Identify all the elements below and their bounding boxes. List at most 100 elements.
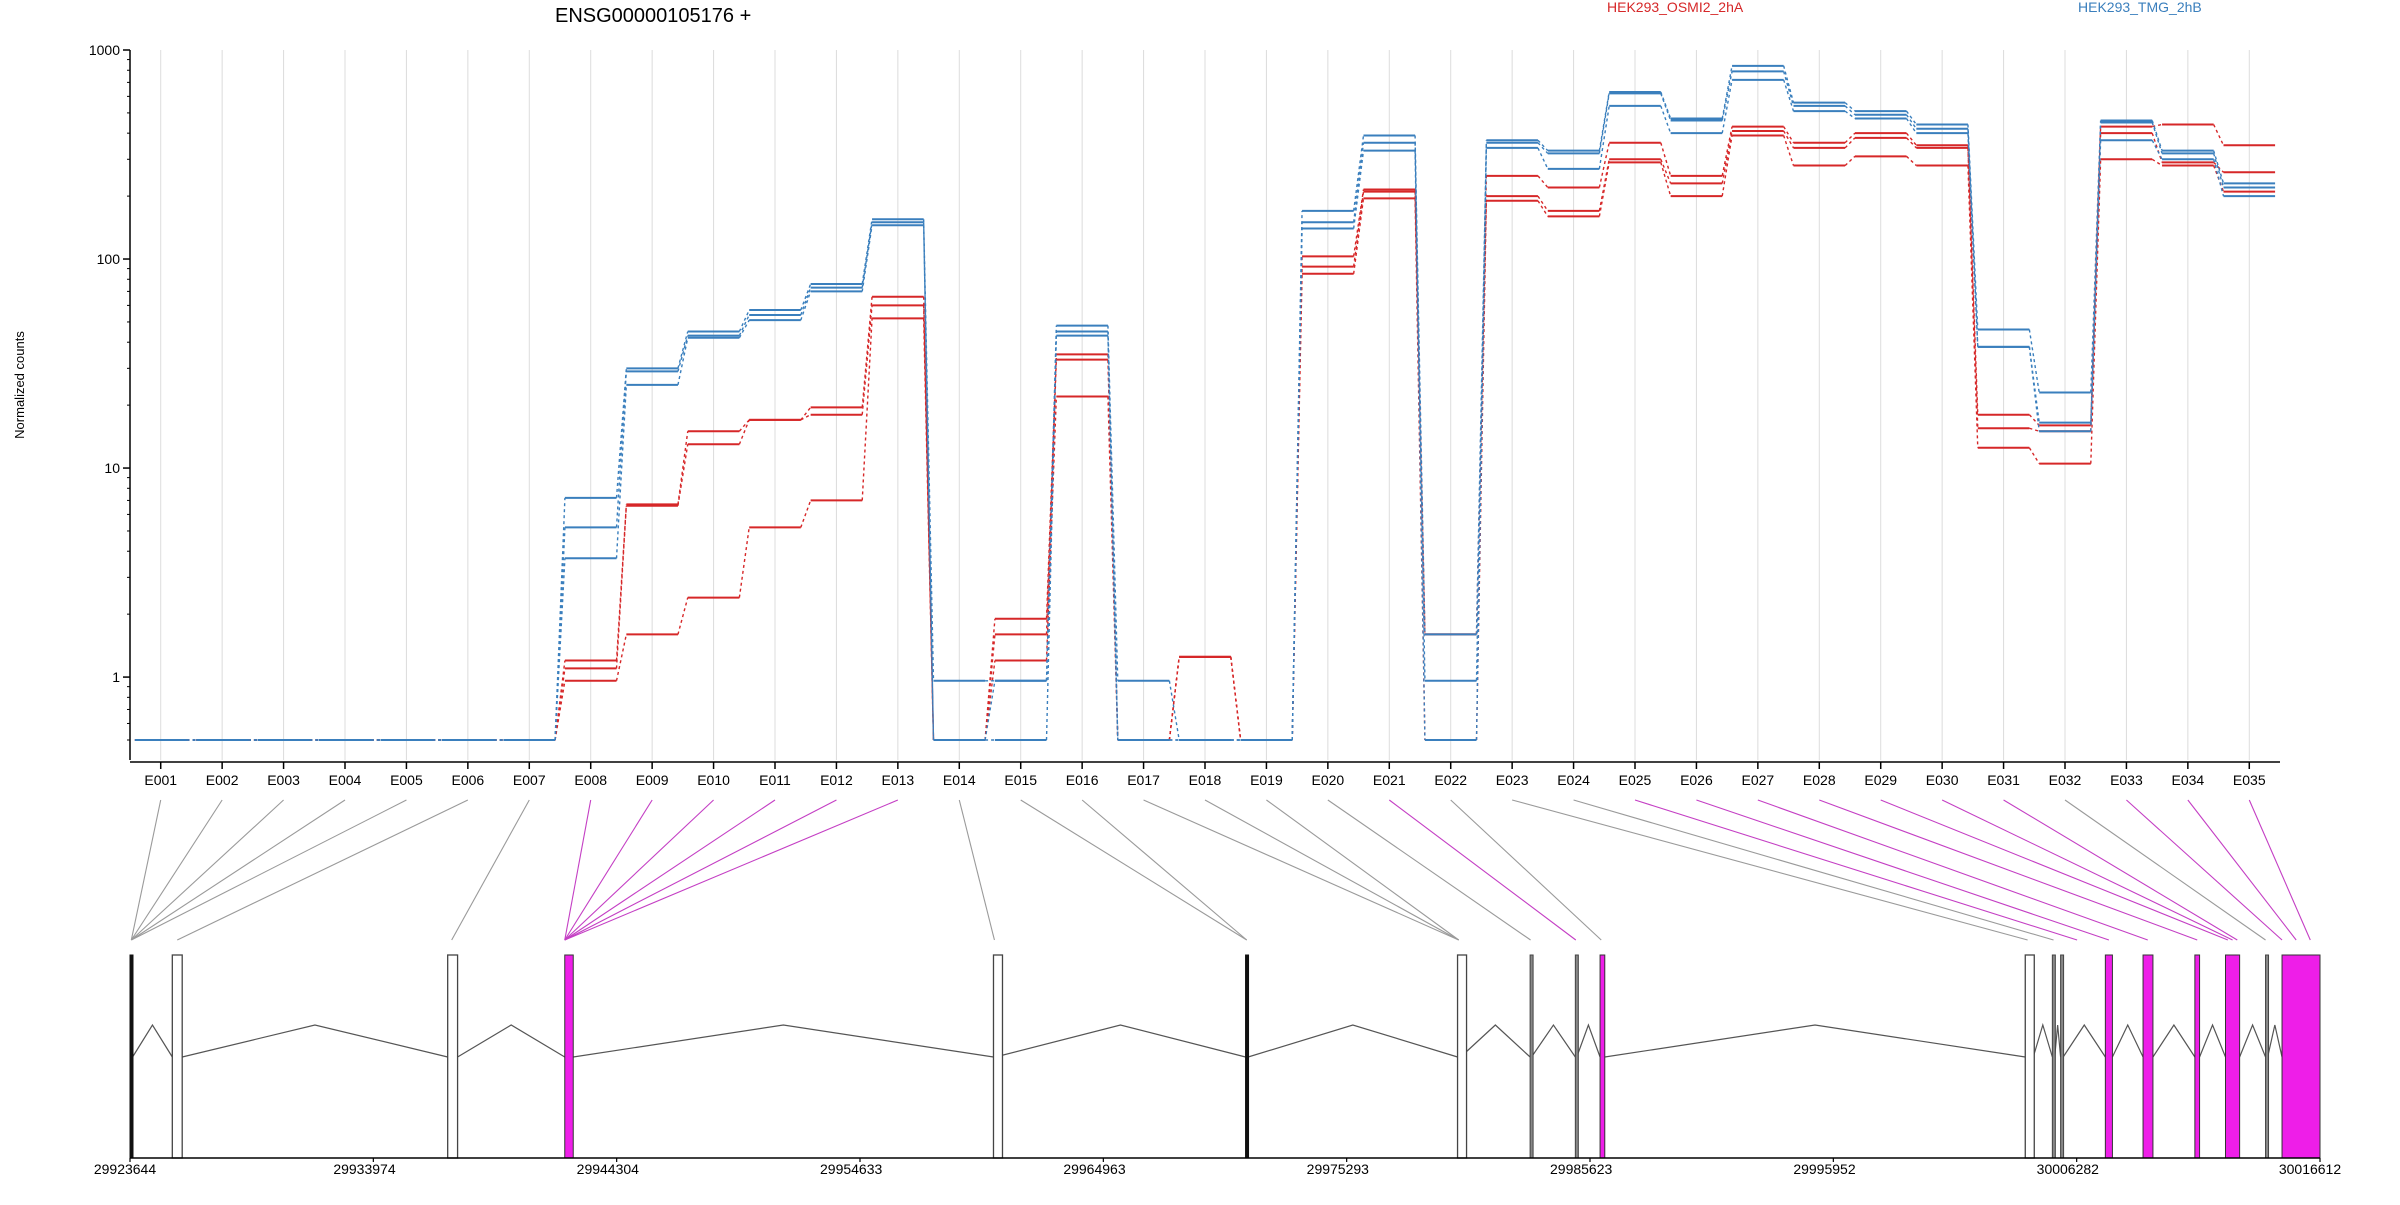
series-connector xyxy=(2029,427,2040,432)
series-connector xyxy=(1045,331,1058,681)
exon-connector xyxy=(130,799,223,941)
series-connector xyxy=(1905,132,1917,146)
exon-block xyxy=(1529,954,1534,1159)
intron xyxy=(1247,1024,1458,1058)
exon-connector xyxy=(2126,799,2283,941)
x-tick-label: E010 xyxy=(697,772,730,788)
series-connector xyxy=(861,225,873,292)
series-connector xyxy=(1598,91,1610,151)
genome-tick-label: 29923644 xyxy=(94,1161,157,1177)
series-connector xyxy=(554,668,566,741)
x-tick-label: E028 xyxy=(1803,772,1836,788)
gene-title: ENSG00000105176 + xyxy=(555,5,751,27)
series-connector xyxy=(677,331,689,369)
x-tick-label: E004 xyxy=(329,772,362,788)
series-lines xyxy=(134,64,2276,741)
series-connector xyxy=(2151,139,2163,160)
series-connector xyxy=(1598,105,1610,169)
exon-block-highlighted xyxy=(2224,954,2241,1159)
series-connector xyxy=(1045,335,1058,741)
series-connector xyxy=(800,500,812,528)
exon-connector xyxy=(564,799,776,941)
exon-connector xyxy=(177,799,469,941)
intron xyxy=(457,1024,566,1058)
intron xyxy=(2267,1024,2283,1058)
intron xyxy=(995,1024,1246,1058)
series-connector xyxy=(1721,71,1733,121)
series-connector xyxy=(800,283,812,311)
y-tick-label: 10 xyxy=(104,460,120,476)
exon-connector xyxy=(2187,799,2297,941)
series-connector xyxy=(2028,447,2040,464)
exon-block xyxy=(447,954,459,1159)
intron xyxy=(1604,1024,2026,1058)
series-connector xyxy=(1844,155,1856,167)
series-connector xyxy=(1537,147,1549,170)
exon-connector xyxy=(564,799,837,941)
genome-tick-label: 29964963 xyxy=(1063,1161,1126,1177)
x-tick-label: E016 xyxy=(1066,772,1099,788)
series-connector xyxy=(615,384,628,559)
exon-connector xyxy=(1941,799,2233,941)
series-connector xyxy=(1414,142,1426,635)
series-connector xyxy=(2212,159,2225,197)
x-tick-label: E002 xyxy=(206,772,239,788)
exon-connector xyxy=(130,799,284,941)
x-tick-label: E021 xyxy=(1373,772,1406,788)
x-tick-label: E015 xyxy=(1004,772,1037,788)
exon-block xyxy=(2051,954,2056,1159)
exon-connector xyxy=(958,799,995,941)
series-connector xyxy=(1721,126,1733,176)
series-connector xyxy=(1660,105,1672,134)
series-connector xyxy=(800,287,812,316)
series-connector xyxy=(861,222,873,288)
series-connector xyxy=(615,634,628,681)
x-tick-label: E031 xyxy=(1987,772,2020,788)
series-connector xyxy=(984,680,996,741)
plot-axes: 1000 100 10 1 xyxy=(89,42,2280,763)
series-connector xyxy=(1783,126,1795,144)
series-connector xyxy=(2212,153,2225,188)
x-tick-label: E005 xyxy=(390,772,423,788)
series-connector xyxy=(1291,228,1303,741)
exon-block xyxy=(129,954,134,1159)
series-connector xyxy=(1352,135,1365,211)
series-connector xyxy=(1905,118,1917,134)
series-connector xyxy=(2028,346,2040,432)
series-connector xyxy=(922,318,935,741)
series-connector xyxy=(1537,195,1549,212)
exon-connector xyxy=(1634,799,2078,941)
series-connector xyxy=(2151,158,2163,167)
series-connector xyxy=(1906,155,1917,167)
series-connector xyxy=(1660,93,1672,121)
intron xyxy=(2239,1023,2267,1058)
series-connector xyxy=(1537,139,1549,152)
series-connector xyxy=(1782,65,1795,103)
intron xyxy=(182,1024,448,1058)
series-connector xyxy=(677,335,689,372)
exon-tick-labels: E001 E002 E003 E004 E005 E006 E007 E008 E009 E010… xyxy=(144,762,2266,788)
series-connector xyxy=(738,527,750,598)
exon-connector xyxy=(1819,799,2198,941)
series-connector xyxy=(1598,93,1610,154)
series-connector xyxy=(2028,329,2040,393)
exon-connector xyxy=(1081,799,1248,941)
x-tick-label: E013 xyxy=(882,772,915,788)
x-tick-label: E032 xyxy=(2049,772,2082,788)
series-connector xyxy=(1844,110,1856,120)
exon-block xyxy=(2060,954,2065,1159)
y-tick-label: 1000 xyxy=(89,42,120,58)
series-connector xyxy=(615,371,628,528)
exon-connector xyxy=(1327,799,1531,941)
x-tick-label: E018 xyxy=(1189,772,1222,788)
series-connector xyxy=(1107,396,1119,741)
exon-connector xyxy=(564,799,714,941)
series-connector xyxy=(1537,142,1549,154)
legend-osmi2-label: HEK293_OSMI2_2hA xyxy=(1607,0,1744,15)
x-tick-label: E017 xyxy=(1127,772,1160,788)
y-tick-label: 100 xyxy=(97,251,121,267)
series-connector xyxy=(2028,414,2040,426)
series-connector xyxy=(677,444,689,506)
series-connector xyxy=(800,414,811,421)
